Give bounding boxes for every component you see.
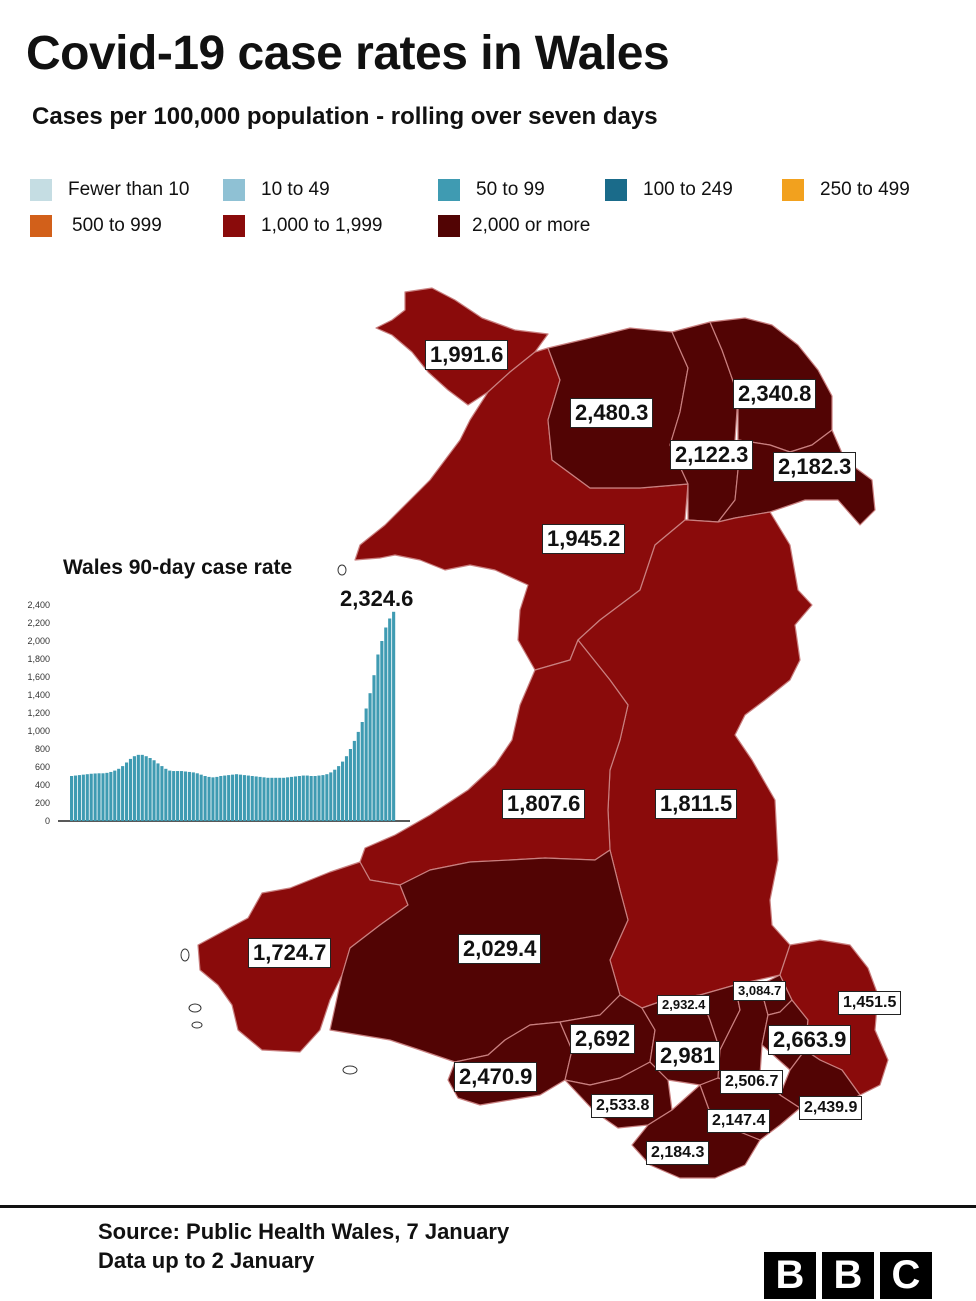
legend-label: 250 to 499: [820, 179, 910, 200]
legend-label: 2,000 or more: [472, 215, 591, 236]
region-label-caerphilly: 2,506.7: [720, 1070, 784, 1094]
bbc-logo-block: B: [764, 1252, 816, 1299]
region-label-rhondda-cynon-taf: 2,981: [655, 1041, 721, 1072]
data-date-note: Data up to 2 January: [98, 1248, 315, 1273]
region-label-flintshire: 2,340.8: [733, 379, 817, 410]
region-label-powys: 1,811.5: [655, 789, 738, 820]
bbc-logo-block: B: [822, 1252, 874, 1299]
region-label-vale-of-glamorgan: 2,184.3: [646, 1141, 710, 1165]
legend-item: 50 to 99: [438, 179, 545, 201]
legend-item: 10 to 49: [223, 179, 330, 201]
legend-label: 500 to 999: [72, 215, 162, 236]
legend-swatch: [223, 215, 245, 237]
region-label-conwy: 2,480.3: [570, 398, 654, 429]
region-label-pembrokeshire: 1,724.7: [248, 938, 332, 969]
legend-item: Fewer than 10: [30, 179, 189, 201]
legend-label: 50 to 99: [476, 179, 545, 200]
legend-swatch: [438, 179, 460, 201]
legend-label: Fewer than 10: [68, 179, 190, 200]
region-label-newport: 2,439.9: [799, 1096, 863, 1120]
legend-swatch: [438, 215, 460, 237]
region-label-neath-port-talbot: 2,692: [570, 1024, 636, 1055]
region-label-denbighshire: 2,122.3: [670, 440, 754, 471]
region-label-ceredigion: 1,807.6: [502, 789, 586, 820]
legend-swatch: [30, 215, 52, 237]
island-outline: [180, 948, 190, 962]
region-label-cardiff: 2,147.4: [707, 1109, 771, 1133]
legend-item: 250 to 499: [782, 179, 910, 201]
region-label-torfaen: 2,663.9: [768, 1025, 852, 1056]
inset-chart-title: Wales 90-day case rate: [63, 556, 293, 579]
footer-divider: [0, 1205, 976, 1208]
page-title: Covid-19 case rates in Wales: [26, 27, 670, 80]
region-label-anglesey: 1,991.6: [425, 340, 509, 371]
legend-item: 2,000 or more: [438, 215, 590, 237]
source-note: Source: Public Health Wales, 7 January: [98, 1219, 510, 1244]
legend-label: 100 to 249: [643, 179, 733, 200]
legend-label: 10 to 49: [261, 179, 330, 200]
island-outline: [337, 564, 347, 576]
region-label-gwynedd: 1,945.2: [542, 524, 626, 555]
region-label-bridgend: 2,533.8: [591, 1094, 655, 1118]
inset-peak-label: 2,324.6: [340, 586, 414, 611]
region-ceredigion: [359, 639, 629, 886]
region-label-blaenau-gwent: 3,084.7: [733, 981, 787, 1002]
island-outline: [191, 1021, 203, 1029]
bbc-logo: B B C: [764, 1252, 932, 1299]
island-outline: [342, 1065, 358, 1075]
legend-swatch: [223, 179, 245, 201]
legend: Fewer than 10 10 to 49 50 to 99 100 to 2…: [0, 0, 976, 260]
page-subtitle: Cases per 100,000 population - rolling o…: [32, 103, 658, 130]
region-label-wrexham: 2,182.3: [773, 452, 857, 483]
legend-swatch: [605, 179, 627, 201]
island-outline: [188, 1003, 202, 1013]
region-label-merthyr-tydfil: 2,932.4: [657, 995, 711, 1016]
region-label-swansea: 2,470.9: [454, 1062, 538, 1093]
bbc-logo-block: C: [880, 1252, 932, 1299]
legend-item: 500 to 999: [30, 215, 162, 237]
legend-label: 1,000 to 1,999: [261, 215, 383, 236]
region-label-monmouthshire: 1,451.5: [838, 991, 902, 1015]
legend-swatch: [30, 179, 52, 201]
region-label-carmarthenshire: 2,029.4: [458, 934, 542, 965]
legend-item: 1,000 to 1,999: [223, 215, 383, 237]
legend-item: 100 to 249: [605, 179, 733, 201]
legend-swatch: [782, 179, 804, 201]
